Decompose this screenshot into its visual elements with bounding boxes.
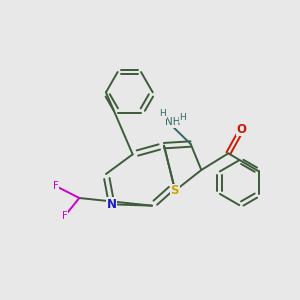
Text: S: S — [170, 184, 179, 197]
Text: H: H — [160, 110, 166, 118]
Text: F: F — [53, 181, 58, 191]
Text: F: F — [62, 211, 68, 221]
Text: O: O — [237, 123, 247, 136]
Text: NH: NH — [165, 117, 181, 127]
Text: H: H — [179, 113, 186, 122]
Text: N: N — [107, 198, 117, 211]
